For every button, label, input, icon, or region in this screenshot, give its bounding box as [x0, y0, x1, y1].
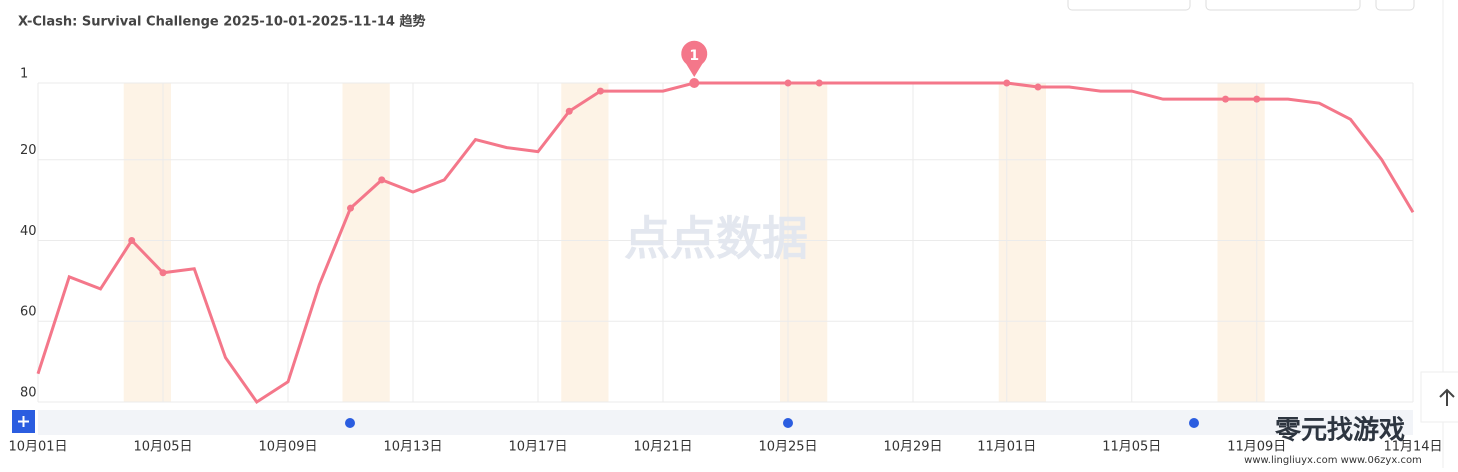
slider-dot[interactable] [783, 418, 793, 428]
peak-pin [681, 40, 708, 77]
weekend-band [342, 83, 390, 402]
x-tick-label: 10月25日 [758, 440, 817, 455]
peak-label: 1 [689, 48, 699, 64]
weekend-band [561, 83, 609, 402]
point [597, 87, 604, 95]
x-tick-label: 11月05日 [1102, 440, 1161, 455]
point [1034, 83, 1042, 91]
x-tick-label: 10月21日 [633, 440, 692, 455]
chart-title: X-Clash: Survival Challenge 2025-10-01-2… [18, 14, 425, 30]
toolbar-button[interactable] [1067, 0, 1191, 11]
x-tick-label: 10月01日 [8, 440, 67, 455]
corner-logo-name: 零元找游戏 [1275, 416, 1405, 446]
x-tick-label: 11月14日 [1383, 440, 1442, 455]
point [1222, 95, 1229, 103]
line-series [36, 81, 1415, 405]
x-tick-label: 10月13日 [383, 440, 442, 455]
y-tick-label: 60 [20, 305, 37, 320]
point [128, 236, 136, 244]
x-tick-label: 10月09日 [258, 440, 317, 455]
slider-dot[interactable] [1189, 418, 1199, 428]
corner-logo-urls: www.lingliuyx.com www.06zyx.com [1244, 455, 1422, 466]
point [347, 204, 354, 212]
toolbar-button[interactable] [1205, 0, 1361, 11]
point [159, 269, 167, 277]
y-tick-label: 40 [20, 224, 37, 239]
y-tick-label: 80 [20, 386, 37, 401]
add-icon [18, 416, 29, 427]
weekend-band [1217, 83, 1265, 402]
point [1253, 95, 1261, 103]
x-tick-label: 11月01日 [977, 440, 1036, 455]
point [815, 79, 823, 87]
up-arrow [1439, 388, 1455, 406]
weekend-band [998, 83, 1046, 402]
point [378, 176, 386, 184]
slider-dot[interactable] [345, 418, 355, 428]
y-tick-label: 20 [20, 143, 37, 158]
point [1003, 79, 1011, 87]
x-tick-label: 11月09日 [1227, 440, 1286, 455]
point [784, 79, 792, 87]
point [565, 107, 573, 115]
back-to-top[interactable] [1420, 371, 1458, 423]
x-tick-label: 10月29日 [883, 440, 942, 455]
peak-point [689, 78, 700, 88]
watermark: 点点数据 [624, 212, 808, 266]
y-tick-label: 1 [20, 67, 28, 82]
x-tick-label: 10月17日 [508, 440, 567, 455]
toolbar-button[interactable] [1375, 0, 1415, 11]
x-tick-label: 10月05日 [133, 440, 192, 455]
range-slider[interactable] [38, 410, 1413, 435]
